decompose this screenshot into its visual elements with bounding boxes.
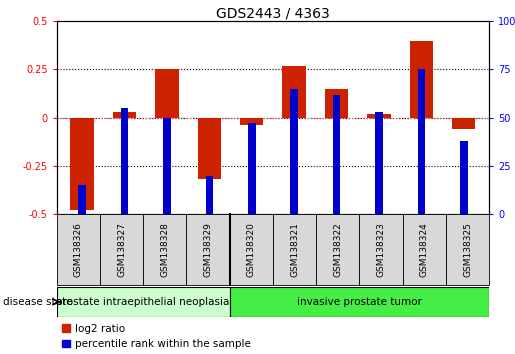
- Bar: [143, 214, 186, 285]
- Bar: [121, 108, 128, 214]
- Text: GSM138329: GSM138329: [203, 222, 213, 277]
- Bar: [418, 69, 425, 214]
- Bar: [316, 214, 359, 285]
- Bar: [78, 185, 86, 214]
- Bar: [283, 65, 306, 118]
- Bar: [163, 118, 171, 214]
- Text: prostate intraepithelial neoplasia: prostate intraepithelial neoplasia: [57, 297, 230, 307]
- Text: GSM138324: GSM138324: [420, 222, 429, 277]
- Text: disease state: disease state: [3, 297, 72, 307]
- Text: GSM138323: GSM138323: [376, 222, 386, 277]
- Bar: [359, 214, 403, 285]
- Bar: [155, 69, 179, 118]
- Bar: [205, 176, 213, 214]
- Bar: [230, 214, 273, 285]
- Text: GSM138321: GSM138321: [290, 222, 299, 277]
- Text: invasive prostate tumor: invasive prostate tumor: [297, 297, 422, 307]
- Bar: [375, 112, 383, 214]
- Bar: [446, 214, 489, 285]
- Bar: [113, 112, 136, 118]
- Bar: [71, 118, 94, 210]
- Bar: [198, 118, 221, 179]
- Bar: [57, 287, 230, 317]
- Bar: [460, 141, 468, 214]
- Bar: [100, 214, 143, 285]
- Legend: log2 ratio, percentile rank within the sample: log2 ratio, percentile rank within the s…: [62, 324, 251, 349]
- Bar: [367, 114, 391, 118]
- Text: GSM138326: GSM138326: [74, 222, 83, 277]
- Bar: [240, 118, 263, 125]
- Bar: [57, 214, 100, 285]
- Bar: [452, 118, 475, 129]
- Bar: [333, 95, 340, 214]
- Text: GSM138325: GSM138325: [463, 222, 472, 277]
- Bar: [230, 287, 489, 317]
- Bar: [248, 124, 255, 214]
- Text: GSM138320: GSM138320: [247, 222, 256, 277]
- Bar: [290, 89, 298, 214]
- Text: GSM138327: GSM138327: [117, 222, 126, 277]
- Title: GDS2443 / 4363: GDS2443 / 4363: [216, 6, 330, 20]
- Bar: [325, 89, 348, 118]
- Bar: [403, 214, 446, 285]
- Text: GSM138328: GSM138328: [160, 222, 169, 277]
- Bar: [273, 214, 316, 285]
- Bar: [410, 40, 433, 118]
- Bar: [186, 214, 230, 285]
- Text: GSM138322: GSM138322: [333, 222, 342, 277]
